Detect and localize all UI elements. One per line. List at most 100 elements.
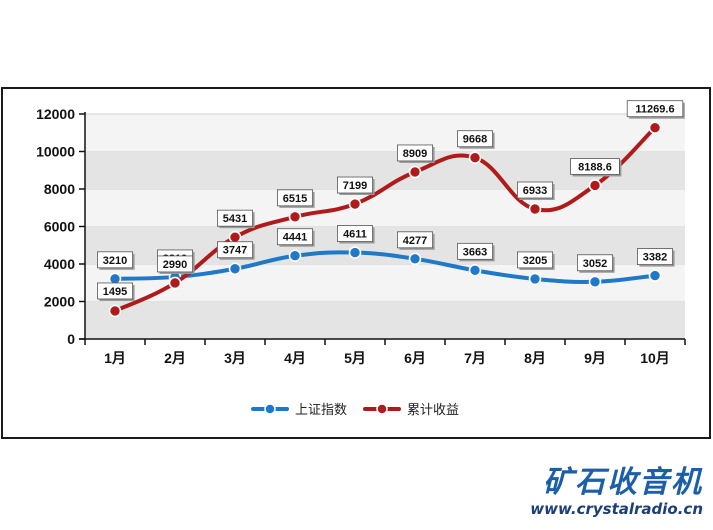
data-label-text: 3382 [643, 252, 667, 264]
series-line [113, 250, 657, 284]
data-label-box [216, 241, 253, 259]
data-label: 4277 [396, 231, 435, 250]
data-label-text: 1495 [103, 286, 127, 298]
data-label-box [216, 209, 253, 227]
data-label-box [97, 251, 134, 269]
data-label: 8909 [396, 144, 435, 163]
data-point [288, 210, 302, 224]
data-label: 11269.6 [626, 100, 685, 119]
data-label: 3210 [97, 251, 135, 270]
y-tick-label: 4000 [44, 256, 75, 272]
grid-band [85, 301, 685, 339]
data-label: 4441 [276, 228, 315, 247]
data-label-box [637, 248, 674, 265]
data-label-text: 4441 [283, 232, 307, 244]
x-tick-label: 2月 [164, 350, 186, 366]
y-tick-label: 8000 [44, 181, 75, 197]
data-label: 2990 [156, 255, 195, 274]
x-tick-label: 7月 [464, 350, 486, 366]
data-label-box [396, 144, 433, 162]
legend: 上证指数 累计收益 [251, 402, 459, 417]
y-tick-label: 10000 [36, 144, 75, 160]
data-label: 7199 [336, 176, 375, 196]
data-point [108, 304, 122, 318]
grid-band [85, 189, 685, 227]
data-point [528, 272, 542, 286]
x-tick-label: 9月 [584, 350, 606, 366]
data-label-box [276, 189, 313, 207]
series-line [113, 125, 657, 313]
data-point [468, 264, 482, 277]
x-tick-label: 1月 [104, 350, 126, 366]
data-point [408, 252, 422, 266]
data-label-text: 8188.6 [578, 161, 612, 173]
data-point [168, 276, 182, 290]
data-label: 3052 [577, 254, 615, 273]
y-tick-label: 6000 [44, 219, 75, 235]
data-label-text: 5431 [223, 213, 247, 225]
data-label-box [626, 100, 684, 118]
data-label-box [396, 231, 433, 249]
data-label-text: 6933 [523, 185, 547, 197]
data-point [588, 179, 602, 192]
data-point [648, 121, 662, 134]
data-label-box [517, 251, 554, 269]
brand-logo: 矿石收音机 www.crystalradio.cn [530, 465, 703, 519]
data-label-text: 3205 [523, 255, 547, 267]
data-label-text: 2990 [163, 259, 187, 271]
series-2 [108, 121, 662, 318]
data-point [588, 275, 602, 289]
data-label-text: 4277 [403, 235, 427, 247]
data-label-text: 9668 [463, 134, 487, 146]
data-label-box [336, 176, 373, 194]
data-label-box [456, 130, 493, 148]
data-label: 8188.6 [570, 158, 622, 177]
line-chart: 0 2000 4000 6000 8000 10000 12000 1月 2月 3月 4月 5月 6月 7… [36, 100, 686, 417]
x-tick-label: 5月 [344, 350, 366, 366]
data-point [228, 262, 242, 276]
data-label-text: 4611 [343, 229, 367, 241]
legend-marker [264, 403, 276, 415]
data-label: 6933 [517, 181, 555, 201]
data-label-box [156, 255, 193, 273]
data-label: 5431 [216, 209, 255, 229]
legend-label: 上证指数 [295, 402, 347, 417]
brand-name: 矿石收音机 [543, 465, 703, 500]
data-label: 1495 [97, 282, 135, 301]
data-label: 3205 [517, 251, 555, 270]
data-label-text: 3052 [583, 258, 607, 270]
x-tick-label: 6月 [404, 350, 426, 366]
data-point [408, 165, 422, 179]
brand-url: www.crystalradio.cn [530, 500, 703, 518]
data-label-text: 3210 [103, 255, 127, 267]
data-label-box [97, 282, 134, 300]
data-label-box [570, 158, 620, 175]
data-label-box [336, 225, 373, 242]
data-label-box [577, 254, 614, 272]
y-tick-label: 0 [67, 331, 75, 347]
data-label-text: 7199 [343, 180, 367, 192]
legend-item-2: 累计收益 [363, 402, 459, 417]
data-label-text: 11269.6 [635, 104, 674, 116]
data-point [348, 246, 362, 259]
data-label: 3663 [456, 242, 495, 262]
x-tick-label: 8月 [524, 350, 546, 366]
x-tick-label: 10月 [640, 350, 670, 366]
data-label-text: 8909 [403, 148, 427, 160]
data-point [468, 151, 482, 165]
data-label-text: 3747 [223, 245, 247, 257]
data-label: 9668 [456, 130, 495, 149]
legend-marker [376, 403, 388, 415]
data-point [228, 230, 242, 244]
data-label-text: 3663 [463, 246, 487, 258]
data-point [528, 202, 542, 216]
data-label-box [517, 181, 554, 199]
y-tick-label: 12000 [36, 106, 75, 122]
data-label-box [456, 242, 493, 260]
data-label-text: 6515 [283, 193, 307, 205]
data-point [648, 269, 662, 282]
chart-frame: 0 2000 4000 6000 8000 10000 12000 1月 2月 3月 4月 5月 6月 7… [1, 87, 711, 439]
data-label: 4611 [336, 225, 375, 244]
data-label: 3747 [216, 241, 255, 260]
data-point [288, 249, 302, 263]
